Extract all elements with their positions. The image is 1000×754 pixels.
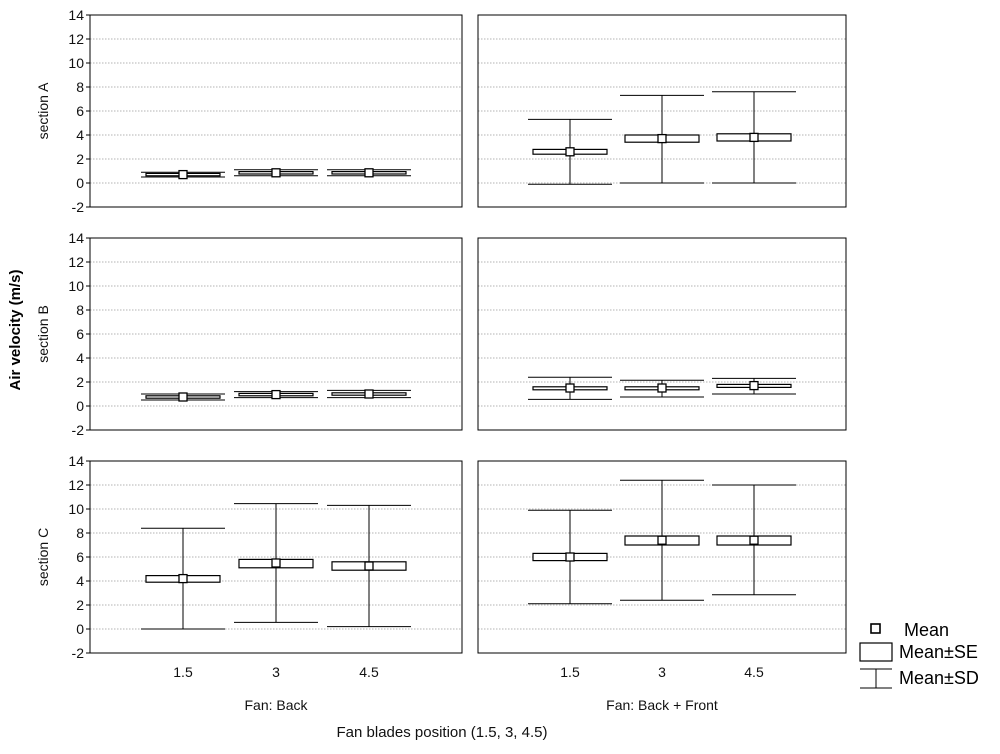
legend-se-icon — [859, 642, 893, 662]
y-tick-label: 14 — [68, 7, 84, 23]
box-group-1.5 — [141, 392, 225, 402]
mean-marker — [364, 389, 374, 399]
y-tick-label: 0 — [76, 398, 84, 414]
y-tick-label: 4 — [76, 350, 84, 366]
mean-marker — [565, 147, 575, 157]
y-tick-label: -2 — [72, 199, 85, 215]
axis-text-layer: Air velocity (m/s) Fan blades position (… — [7, 270, 547, 741]
x-tick-label: 4.5 — [744, 664, 764, 680]
y-tick-label: 0 — [76, 621, 84, 637]
box-group-4.5 — [327, 389, 411, 399]
row-label: section A — [35, 82, 51, 139]
x-tick-label: 4.5 — [359, 664, 379, 680]
legend-se-label: Mean±SE — [899, 642, 978, 662]
row-label: section C — [35, 528, 51, 586]
box-group-3 — [234, 168, 318, 178]
y-tick-label: 12 — [68, 254, 84, 270]
mean-marker — [271, 168, 281, 178]
mean-marker — [657, 383, 667, 393]
x-axis-title: Fan blades position (1.5, 3, 4.5) — [337, 724, 548, 741]
y-tick-label: 2 — [76, 597, 84, 613]
box-group-1.5 — [528, 118, 612, 185]
panel-section-c-fan-back: -2 0 2 4 6 8 10 12 14 section C 1.5 3 4.5 Fan: Back — [35, 453, 463, 713]
mean-marker — [749, 535, 759, 545]
y-tick-label: 8 — [76, 79, 84, 95]
panel-section-b-fan-back: -2 0 2 4 6 8 10 12 14 section B — [35, 230, 463, 438]
mean-marker — [364, 561, 374, 571]
box-group-3 — [234, 389, 318, 400]
row-label: section B — [35, 305, 51, 363]
box-group-4.5 — [327, 168, 411, 178]
y-tick-label: 0 — [76, 175, 84, 191]
y-tick-label: 6 — [76, 103, 84, 119]
legend-mean-icon — [870, 623, 881, 634]
x-tick-label: 1.5 — [560, 664, 580, 680]
box-group-1.5 — [141, 527, 225, 630]
y-tick-label: 8 — [76, 302, 84, 318]
box-group-4.5 — [712, 91, 796, 184]
column-label: Fan: Back — [244, 697, 308, 713]
mean-marker — [565, 552, 575, 562]
mean-marker — [178, 392, 188, 402]
mean-marker — [657, 535, 667, 545]
box-group-1.5 — [141, 169, 225, 180]
mean-marker — [178, 169, 188, 180]
y-tick-label: 8 — [76, 525, 84, 541]
y-tick-label: 2 — [76, 374, 84, 390]
box-group-3 — [620, 379, 704, 398]
y-tick-label: 6 — [76, 326, 84, 342]
panel-frame — [477, 237, 847, 431]
y-tick-label: 12 — [68, 31, 84, 47]
box-group-4.5 — [327, 504, 411, 628]
mean-marker — [565, 383, 575, 393]
y-tick-label: 14 — [68, 453, 84, 469]
x-tick-label: 3 — [272, 664, 280, 680]
mean-marker — [657, 133, 667, 144]
panel-section-a-fan-back: -2 0 2 4 6 8 10 12 14 section A — [35, 7, 463, 215]
y-tick-label: -2 — [72, 422, 85, 438]
x-tick-label: 1.5 — [173, 664, 193, 680]
panel-section-a-fan-back-front — [477, 14, 847, 208]
mean-marker — [749, 132, 759, 143]
mean-marker — [271, 389, 281, 400]
y-tick-label: 10 — [68, 55, 84, 71]
y-tick-label: 6 — [76, 549, 84, 565]
y-tick-label: 2 — [76, 151, 84, 167]
box-group-3 — [620, 94, 704, 184]
box-group-3 — [620, 479, 704, 601]
column-label: Fan: Back + Front — [606, 697, 718, 713]
panel-frame — [477, 14, 847, 208]
y-tick-label: -2 — [72, 645, 85, 661]
panel-frame — [477, 460, 847, 654]
panels-layer: -2 0 2 4 6 8 10 12 14 section A -2 0 2 4 6 8 10 12 14 secti… — [35, 7, 847, 713]
mean-marker — [271, 558, 281, 568]
y-tick-label: 10 — [68, 278, 84, 294]
y-axis-title: Air velocity (m/s) — [7, 270, 24, 391]
y-tick-label: 14 — [68, 230, 84, 246]
y-tick-label: 12 — [68, 477, 84, 493]
box-group-1.5 — [528, 376, 612, 400]
y-tick-label: 4 — [76, 127, 84, 143]
mean-marker — [178, 573, 188, 584]
box-group-1.5 — [528, 509, 612, 605]
mean-marker — [749, 380, 759, 391]
box-group-4.5 — [712, 377, 796, 395]
y-tick-label: 10 — [68, 501, 84, 517]
box-group-4.5 — [712, 484, 796, 596]
box-group-3 — [234, 503, 318, 623]
y-tick-label: 4 — [76, 573, 84, 589]
legend-sd-label: Mean±SD — [899, 668, 979, 688]
x-tick-label: 3 — [658, 664, 666, 680]
mean-marker — [364, 168, 374, 178]
legend-mean-label: Mean — [904, 620, 949, 640]
panel-section-b-fan-back-front — [477, 237, 847, 431]
panel-section-c-fan-back-front: 1.5 3 4.5 Fan: Back + Front — [477, 460, 847, 713]
